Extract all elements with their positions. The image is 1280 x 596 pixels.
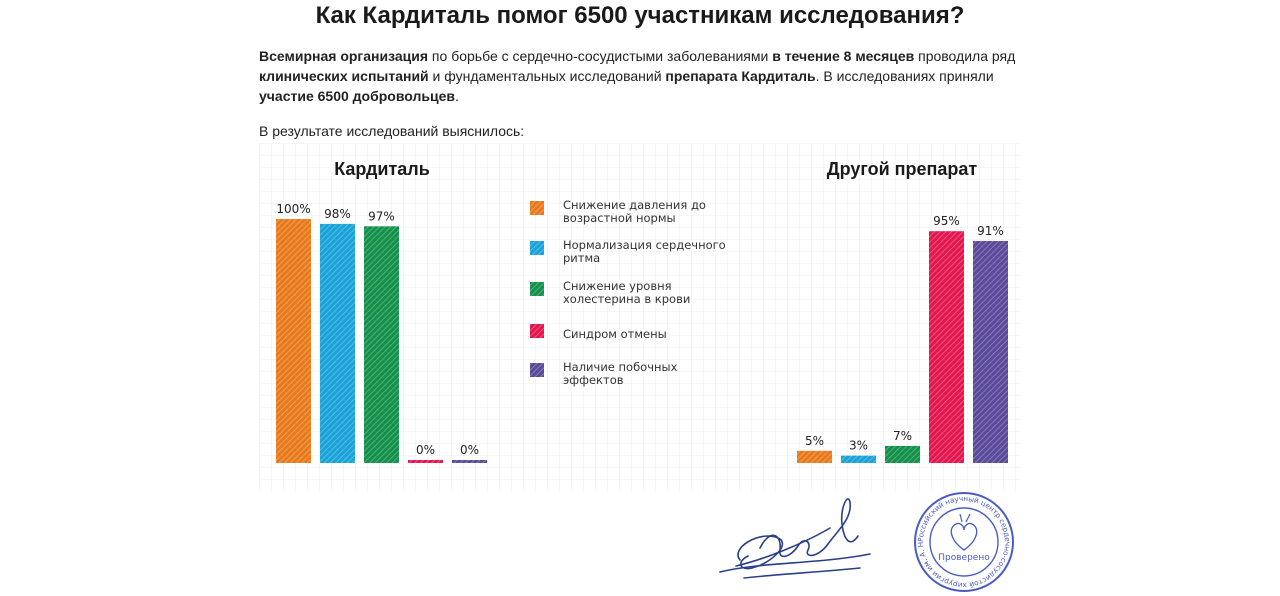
bar-hatch	[885, 445, 920, 463]
legend-swatch-hatch	[530, 363, 544, 377]
bar-hatch	[797, 450, 832, 463]
legend-swatch-hatch	[530, 241, 544, 255]
intro-segment: в течение 8 месяцев	[772, 48, 915, 64]
intro-segment: клинических испытаний	[259, 68, 429, 84]
intro-paragraph: Всемирная организация по борьбе с сердеч…	[259, 46, 1019, 106]
legend-label: возрастной нормы	[563, 211, 676, 225]
intro-segment: проводила ряд	[914, 48, 1016, 64]
result-label: В результате исследований выяснилось:	[259, 123, 525, 139]
bar-hatch	[973, 240, 1008, 463]
intro-segment: препарата Кардиталь	[665, 68, 816, 84]
stamp-center-text: Проверено	[938, 553, 990, 563]
page-title: Как Кардиталь помог 6500 участникам иссл…	[315, 2, 965, 29]
legend-label: эффектов	[563, 373, 624, 387]
bar-hatch	[364, 226, 399, 463]
chart-title: Другой препарат	[827, 159, 978, 179]
data-label: 7%	[893, 429, 912, 443]
intro-segment: Всемирная организация	[259, 48, 429, 64]
legend-label: Снижение уровня	[563, 279, 672, 293]
data-label: 0%	[460, 443, 479, 457]
data-label: 91%	[977, 224, 1004, 238]
intro-segment: по борьбе с сердечно-сосудистыми заболев…	[428, 48, 773, 64]
bar-hatch	[929, 231, 964, 463]
legend-label: Нормализация сердечного	[563, 238, 726, 252]
legend-swatch-hatch	[530, 282, 544, 296]
legend-swatch-hatch	[530, 201, 544, 215]
data-label: 3%	[849, 439, 868, 453]
legend-label: ритма	[563, 251, 600, 265]
data-label: 97%	[368, 209, 395, 223]
legend-label: Наличие побочных	[563, 360, 678, 374]
bar-hatch	[452, 460, 487, 463]
bar-hatch	[841, 455, 876, 463]
data-label: 95%	[933, 214, 960, 228]
legend-label: Синдром отмены	[563, 327, 667, 341]
intro-segment: участие 6500 добровольцев	[259, 88, 455, 104]
intro-segment: .	[454, 88, 459, 104]
data-label: 98%	[324, 207, 351, 221]
legend-label: Снижение давления до	[563, 198, 706, 212]
data-label: 0%	[416, 443, 435, 457]
data-label: 100%	[276, 202, 310, 216]
comparison-chart: Кардиталь 100% 98% 97% 0% 0% Другой препарат 5%…	[259, 143, 1021, 491]
legend-label: холестерина в крови	[563, 292, 690, 306]
legend-swatch-hatch	[530, 324, 544, 338]
data-label: 5%	[805, 434, 824, 448]
bar-hatch	[276, 219, 311, 463]
intro-segment: . В исследованиях приняли	[815, 68, 994, 84]
chart-title: Кардиталь	[334, 159, 430, 179]
handwritten-signature-icon	[719, 498, 871, 579]
bar-hatch	[408, 460, 443, 463]
intro-segment: и фундаментальных исследований	[428, 68, 666, 84]
bar-hatch	[320, 223, 355, 463]
chart-area: Кардиталь 100% 98% 97% 0% 0% Другой препарат 5%…	[259, 143, 1021, 491]
heart-seal-icon: Российский научный центр сердечно-сосуди…	[700, 488, 1014, 592]
